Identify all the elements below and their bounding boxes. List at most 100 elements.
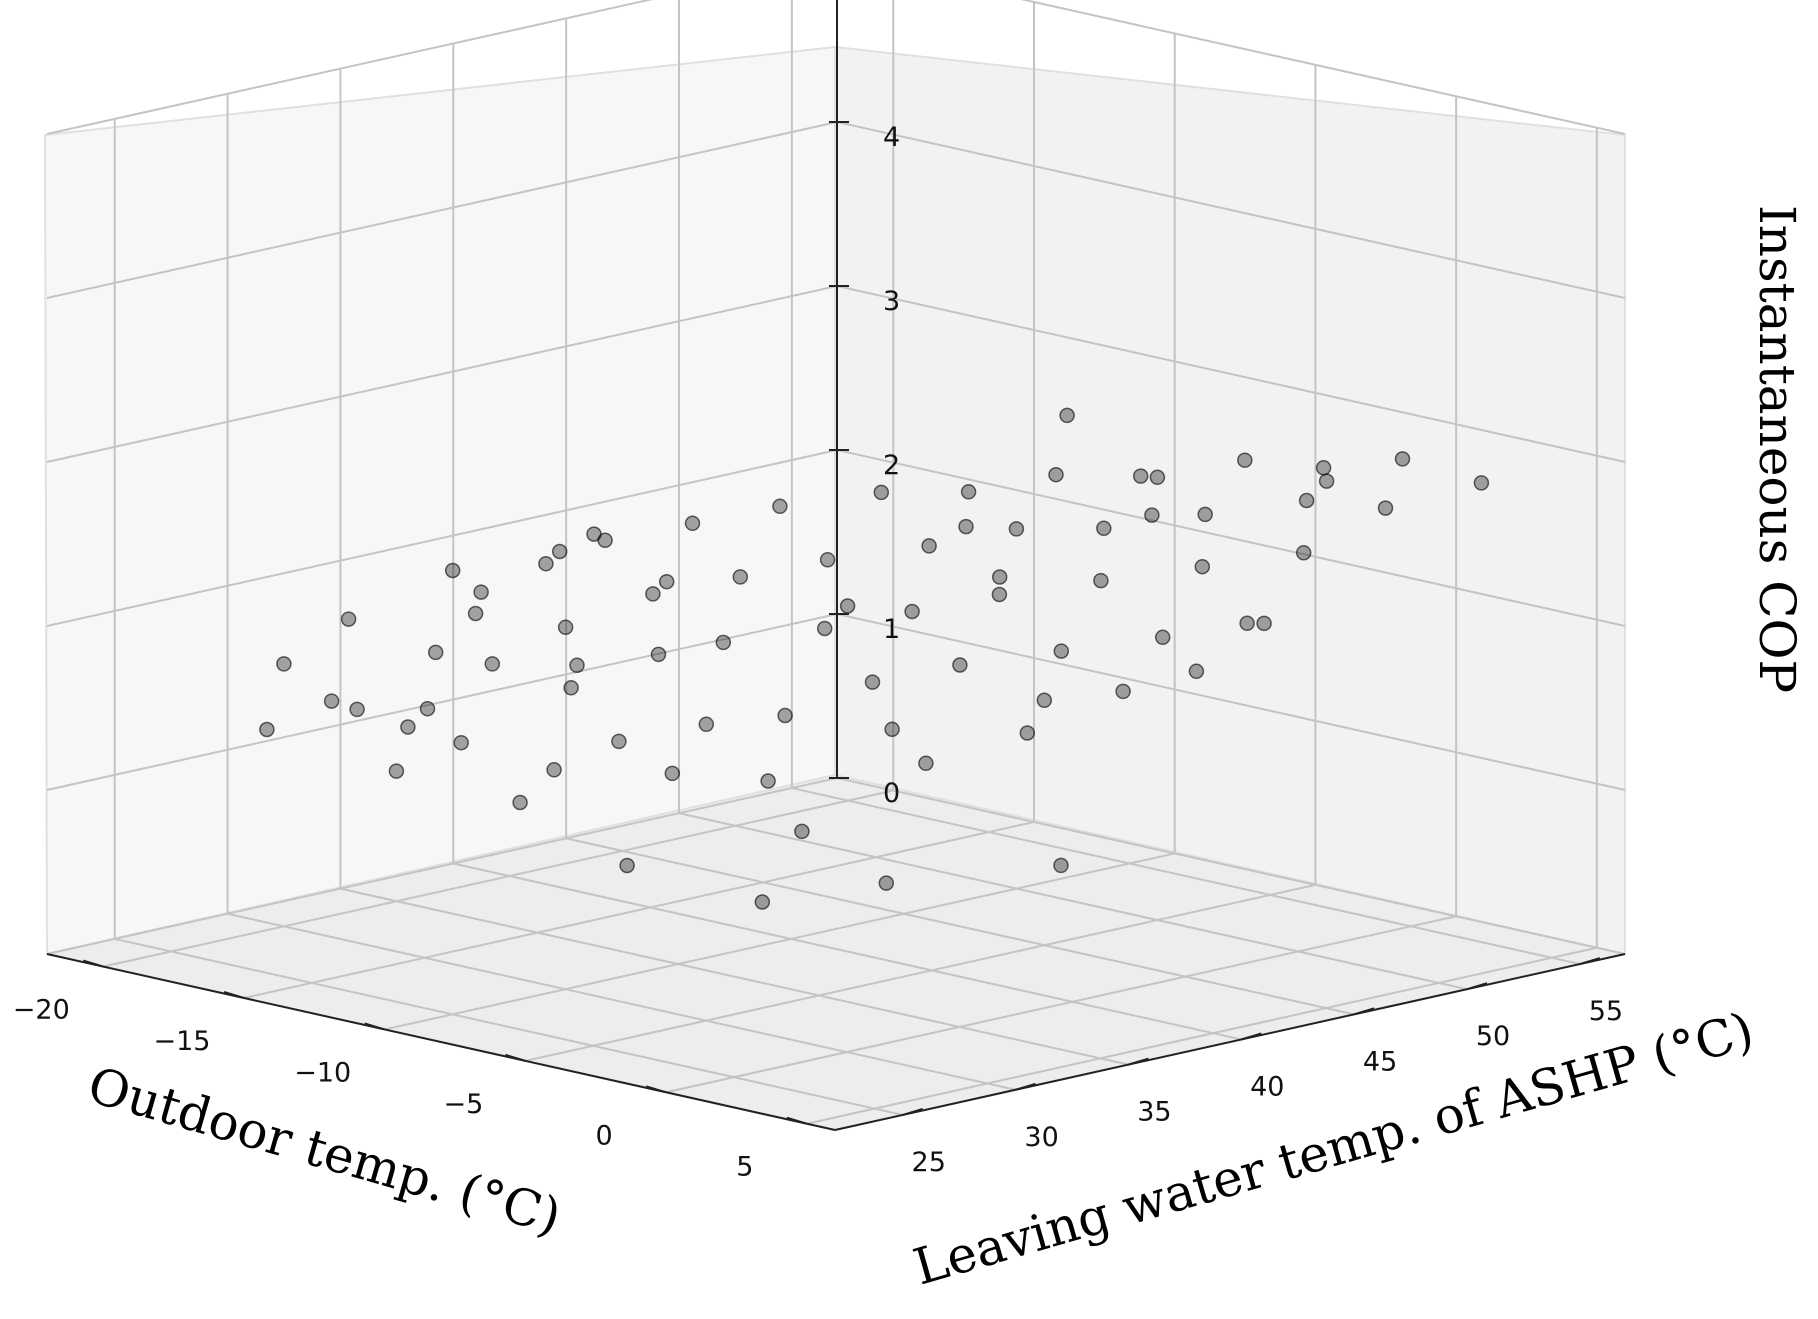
scatter-point <box>349 701 365 718</box>
x-tick-label: −20 <box>13 995 70 1026</box>
y-tick-label: 50 <box>1476 1021 1510 1052</box>
scatter-point <box>619 857 635 874</box>
scatter-point <box>794 823 810 840</box>
scatter-point <box>732 569 749 585</box>
scatter-point <box>1315 460 1332 476</box>
scatter-point <box>427 644 444 661</box>
scatter-point <box>1059 407 1075 424</box>
z-gridline-left-wall <box>836 121 1626 299</box>
scatter-point <box>1394 451 1411 467</box>
y-gridline-floor <box>565 837 1355 1016</box>
scatter-point <box>918 755 934 772</box>
scatter-point <box>904 603 920 620</box>
scatter-point <box>467 605 484 622</box>
tick-labels: −20−15−10−50525303540455055012345 <box>13 121 1623 1183</box>
scatter-point <box>960 484 977 500</box>
scatter-point <box>839 598 856 614</box>
scatter-point <box>538 555 554 572</box>
z-gridline-right-wall <box>46 285 838 463</box>
x-gridline-floor <box>665 915 1457 1094</box>
y-gridline-floor <box>227 912 1016 1091</box>
x-tick-mark <box>645 1085 667 1094</box>
scatter-point <box>819 552 836 568</box>
y-tick-mark <box>1466 982 1488 991</box>
scatter-point <box>569 657 585 674</box>
y-axis-line <box>834 953 1626 1131</box>
x-tick-mark <box>364 1022 386 1031</box>
x-gridline-floor <box>384 852 1175 1031</box>
y-tick-label: 55 <box>1589 996 1623 1027</box>
scatter-point <box>1008 521 1025 537</box>
scatter-point <box>1048 466 1064 483</box>
x-tick-label: −15 <box>154 1026 211 1057</box>
z-tick-label: 0 <box>883 778 900 809</box>
z-tick-label: 4 <box>883 122 900 153</box>
z-axis-title: Instantaneous COP <box>1748 205 1806 693</box>
scatter-point <box>664 765 681 782</box>
x-tick-mark <box>505 1053 526 1062</box>
z-gridline-left-wall <box>836 777 1626 955</box>
y-gridline-floor <box>340 887 1129 1066</box>
scatter-point <box>645 586 661 602</box>
scatter-point <box>1256 615 1272 632</box>
z-gridline-left-wall <box>836 613 1626 791</box>
z-tick-label: 1 <box>883 614 900 645</box>
scatter-point <box>1197 506 1213 523</box>
scatter-point <box>1188 663 1205 680</box>
x-tick-label: −5 <box>443 1089 483 1120</box>
z-gridline-right-wall <box>46 121 838 299</box>
scatter-point <box>884 721 900 738</box>
scatter-point <box>952 657 968 673</box>
x-gridline-floor <box>103 789 894 968</box>
scatter-point <box>400 719 416 735</box>
y-tick-label: 35 <box>1137 1097 1171 1128</box>
scatter-point <box>1115 683 1131 700</box>
y-tick-label: 45 <box>1363 1046 1397 1077</box>
y-tick-label: 30 <box>1024 1122 1058 1153</box>
scatter-point <box>586 526 602 542</box>
scatter-point <box>551 543 568 560</box>
scatter-point <box>1093 572 1109 589</box>
y-gridline-floor <box>678 812 1468 991</box>
scatter-point <box>658 573 675 590</box>
grid-lines <box>46 0 1626 1125</box>
y-tick-mark <box>1353 1007 1375 1016</box>
y-gridline-floor <box>791 787 1581 966</box>
scatter-point <box>453 734 469 751</box>
x-gridline-floor <box>806 946 1598 1125</box>
scatter-point <box>473 584 489 600</box>
scatter-point <box>715 634 732 651</box>
scatter-point <box>1239 615 1255 632</box>
x-axis-line <box>46 953 836 1131</box>
scatter-point <box>1149 469 1166 486</box>
scatter-point <box>259 721 275 738</box>
scatter-point <box>760 773 776 789</box>
z-gridline-left-wall <box>1020 0 1626 135</box>
y-tick-mark <box>1579 957 1601 966</box>
scatter-point <box>444 562 461 579</box>
scatter-point <box>1237 452 1253 468</box>
scatter-point <box>1473 475 1490 491</box>
scatter-point <box>1036 692 1053 709</box>
scatter-point <box>611 733 627 750</box>
scatter-point <box>991 569 1008 585</box>
scatter-point <box>1053 857 1069 874</box>
z-gridline-right-wall <box>46 777 838 955</box>
x-tick-mark <box>223 991 245 999</box>
scatter-point <box>698 716 715 733</box>
scatter-point <box>873 484 890 501</box>
y-tick-mark <box>1015 1082 1036 1091</box>
data-points <box>259 407 1490 910</box>
y-gridline-floor <box>114 937 903 1116</box>
x-gridline-floor <box>243 821 1035 999</box>
scatter-point <box>754 894 771 910</box>
scatter-point <box>1096 520 1112 537</box>
scatter-point <box>1377 500 1394 516</box>
scatter-point <box>958 518 974 535</box>
scatter-point <box>512 794 528 811</box>
y-tick-mark <box>902 1107 924 1116</box>
scatter-point <box>921 538 937 554</box>
z-tick-label: 2 <box>883 450 900 481</box>
scatter-point <box>1318 473 1335 489</box>
